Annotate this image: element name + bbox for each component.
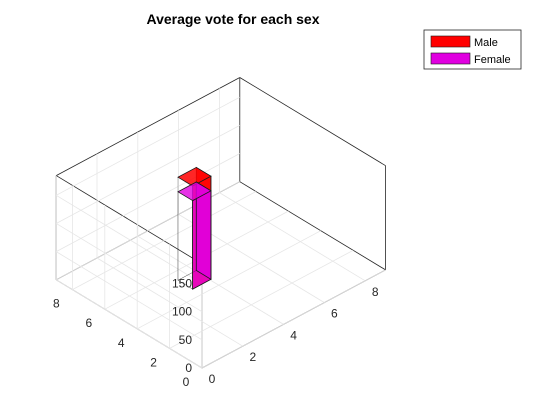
grid-line [56, 96, 240, 196]
bar-female [177, 181, 212, 290]
y-tick-label: 2 [150, 355, 157, 369]
axis-edge [239, 77, 386, 167]
z-tick-label: 0 [185, 361, 192, 375]
y-tick-label: 6 [85, 316, 92, 330]
axis-edge [56, 77, 240, 176]
axis-edge [55, 175, 203, 265]
bar-top [177, 181, 212, 202]
z-tick-label: 150 [172, 277, 192, 291]
y-tick-label: 4 [118, 336, 125, 350]
grid-line [137, 230, 321, 330]
x-tick-label: 2 [249, 350, 256, 364]
grid-line [137, 235, 284, 325]
chart-title: Average vote for each sex [146, 11, 319, 27]
x-tick-label: 6 [331, 307, 338, 321]
bar-edge [177, 270, 197, 281]
legend-swatch [430, 52, 471, 65]
x-tick-label: 4 [290, 328, 297, 342]
axis-edge [239, 181, 386, 271]
grid-line [56, 181, 240, 281]
y-tick-label: 8 [53, 297, 60, 311]
grid-line [72, 191, 257, 290]
grid-line [169, 249, 354, 349]
legend-label: Female [474, 54, 511, 66]
grid-lines [55, 88, 386, 369]
bar-top [177, 166, 212, 187]
grid-line [219, 192, 366, 282]
legend-label: Male [474, 37, 498, 49]
grid-line [55, 194, 203, 284]
z-tick-label: 100 [172, 305, 192, 319]
x-tick-label: 8 [372, 285, 379, 299]
legend[interactable]: Male Female [423, 29, 522, 70]
grid-line [55, 279, 203, 369]
grid-line [56, 125, 240, 224]
tick-labels: 0 50 100 150 0 2 4 6 8 0 2 4 6 8 [53, 277, 379, 389]
bar-edge [177, 280, 193, 290]
legend-swatch [430, 35, 471, 48]
bar-group [177, 166, 212, 290]
y-tick-label: 0 [183, 375, 190, 389]
grid-line [55, 223, 203, 313]
axes-box [55, 77, 387, 369]
grid-line [201, 269, 386, 369]
z-tick-label: 50 [179, 333, 193, 347]
x-tick-label: 0 [209, 372, 216, 386]
grid-line [55, 251, 203, 341]
grid-line [56, 153, 240, 252]
